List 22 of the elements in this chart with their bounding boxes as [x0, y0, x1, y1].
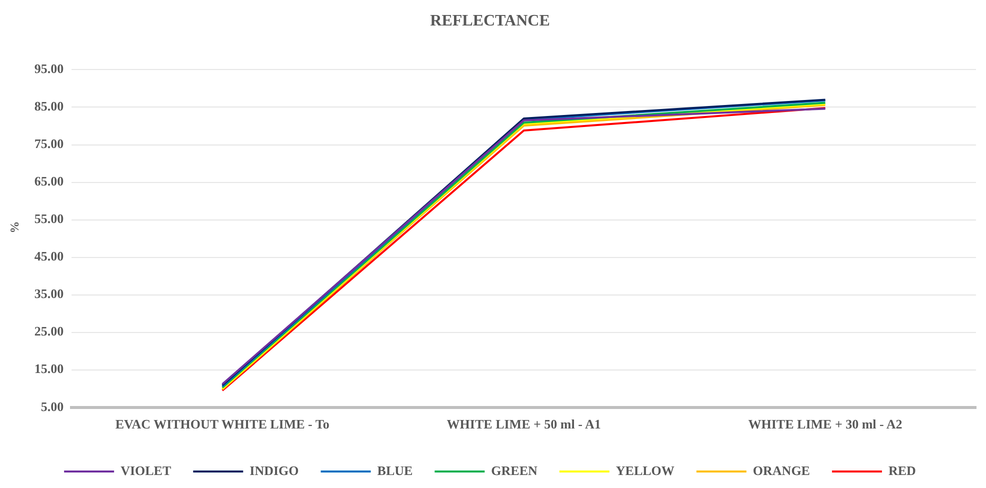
- legend-label: ORANGE: [752, 462, 810, 478]
- y-tick-label: 85.00: [34, 98, 64, 114]
- legend-label: BLUE: [377, 462, 413, 478]
- legend-label: YELLOW: [616, 462, 674, 478]
- y-tick-label: 95.00: [34, 61, 64, 76]
- legend-label: RED: [888, 462, 916, 478]
- y-tick-label: 35.00: [34, 286, 64, 302]
- chart-title: REFLECTANCE: [430, 12, 550, 30]
- x-tick-label: WHITE LIME + 30 ml - A2: [748, 416, 902, 432]
- y-tick-label: 5.00: [40, 398, 64, 414]
- y-tick-label: 75.00: [34, 136, 64, 152]
- legend-label: INDIGO: [250, 462, 299, 478]
- x-tick-label: WHITE LIME + 50 ml - A1: [446, 416, 601, 432]
- legend-label: VIOLET: [120, 462, 172, 478]
- y-tick-label: 65.00: [34, 174, 64, 189]
- y-tick-label: 55.00: [34, 211, 64, 226]
- x-tick-label: EVAC WITHOUT WHITE LIME - To: [115, 416, 330, 432]
- y-tick-label: 25.00: [34, 324, 64, 339]
- y-tick-label: 15.00: [34, 361, 64, 376]
- y-tick-label: 45.00: [34, 248, 64, 264]
- y-axis-title: %: [7, 221, 22, 234]
- legend-label: GREEN: [491, 462, 538, 478]
